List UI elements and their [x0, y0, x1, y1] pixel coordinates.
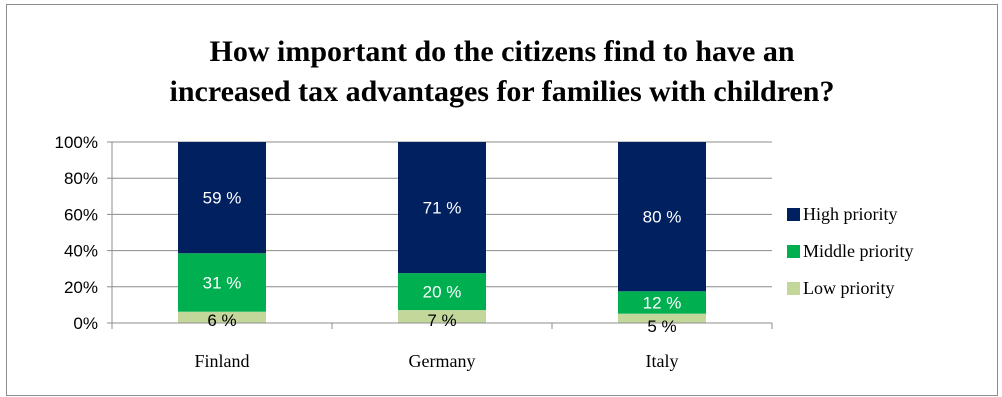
axes: [107, 141, 773, 329]
bar-segment: [398, 273, 486, 311]
chart-title-line-2: increased tax advantages for families wi…: [170, 75, 835, 108]
data-label: 71 %: [423, 199, 462, 218]
data-label: 5 %: [647, 317, 676, 336]
legend-swatch: [787, 208, 800, 221]
bar-segment: [618, 142, 706, 292]
y-tick-label: 60%: [64, 205, 98, 224]
data-label: 6 %: [207, 311, 236, 330]
data-label: 20 %: [423, 283, 462, 302]
data-label: 80 %: [643, 208, 682, 227]
legend-label: High priority: [803, 204, 898, 224]
bar-segment: [178, 253, 266, 312]
data-labels: 6 % 31 % 59 % 7 % 20 % 71 % 5 % 12 % 80 %: [203, 189, 682, 336]
chart-title: How important do the citizens find to ha…: [170, 35, 835, 108]
data-label: 12 %: [643, 293, 682, 312]
bar-segment: [398, 142, 486, 274]
bar-segment: [618, 313, 706, 323]
chart-frame: How important do the citizens find to ha…: [6, 4, 998, 396]
y-tick-label: 40%: [64, 242, 98, 261]
legend: High priority Middle priority Low priority: [787, 204, 914, 298]
y-tick-label: 0%: [73, 314, 98, 333]
y-tick-label: 80%: [64, 169, 98, 188]
data-label: 59 %: [203, 189, 242, 208]
bars: [178, 142, 706, 323]
x-tick-label: Italy: [646, 351, 679, 371]
bar-segment: [398, 310, 486, 323]
legend-swatch: [787, 282, 800, 295]
x-tick-label: Germany: [409, 351, 476, 371]
data-label: 7 %: [427, 311, 456, 330]
bar-segment: [178, 142, 266, 254]
x-tick-label: Finland: [194, 351, 249, 371]
legend-label: Low priority: [803, 278, 895, 298]
legend-swatch: [787, 245, 800, 258]
y-tick-label: 20%: [64, 278, 98, 297]
chart-svg: How important do the citizens find to ha…: [55, 35, 914, 371]
y-tick-label: 100%: [55, 133, 98, 152]
tick-labels: 0% 20% 40% 60% 80% 100% Finland Germany Italy: [55, 133, 679, 371]
legend-label: Middle priority: [803, 241, 914, 261]
data-label: 31 %: [203, 273, 242, 292]
bar-segment: [618, 291, 706, 314]
chart-title-line-1: How important do the citizens find to ha…: [210, 35, 795, 68]
bar-segment: [178, 311, 266, 323]
